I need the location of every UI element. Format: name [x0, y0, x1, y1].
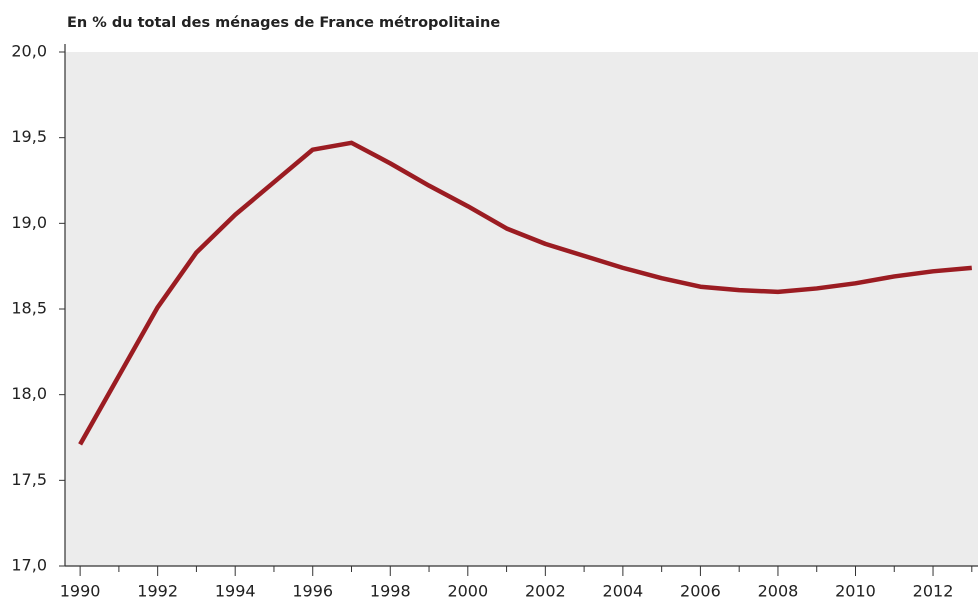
x-tick-label: 2006 [680, 582, 721, 601]
y-tick-label: 20,0 [11, 42, 47, 61]
x-tick-label: 2008 [758, 582, 799, 601]
x-tick-label: 2000 [447, 582, 488, 601]
y-tick-label: 18,0 [11, 384, 47, 403]
y-tick-label: 19,0 [11, 213, 47, 232]
x-tick-label: 2002 [525, 582, 566, 601]
x-tick-label: 2012 [913, 582, 954, 601]
y-tick-label: 19,5 [11, 127, 47, 146]
y-tick-label: 17,5 [11, 470, 47, 489]
x-tick-label: 2010 [835, 582, 876, 601]
y-tick-label: 18,5 [11, 299, 47, 318]
x-tick-label: 1990 [60, 582, 101, 601]
x-tick-label: 1994 [215, 582, 256, 601]
x-tick-label: 1998 [370, 582, 411, 601]
plot-area [65, 52, 978, 566]
y-tick-label: 17,0 [11, 556, 47, 575]
x-tick-label: 1992 [137, 582, 178, 601]
x-tick-label: 1996 [292, 582, 333, 601]
data-line [78, 140, 972, 446]
chart-subtitle: En % du total des ménages de France métr… [67, 15, 500, 31]
x-tick-label: 2004 [603, 582, 644, 601]
